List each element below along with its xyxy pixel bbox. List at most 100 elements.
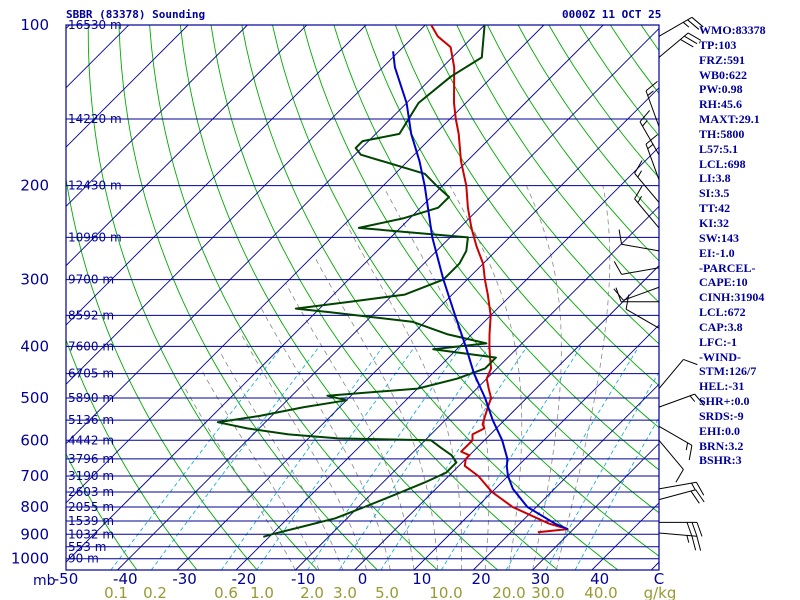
wind-barb bbox=[634, 185, 660, 229]
parameter-line: BSHR:3 bbox=[699, 453, 742, 468]
wind-barb-half-feather bbox=[642, 120, 648, 127]
wind-barb-feather bbox=[690, 490, 700, 504]
parameter-line: LCL:698 bbox=[699, 156, 746, 171]
wind-barb-feather bbox=[683, 358, 698, 366]
wind-barb-feather bbox=[691, 522, 698, 537]
wind-barb-staff bbox=[634, 172, 660, 203]
stability-parameters: WMO:83378 TP:103 FRZ:591 WB0:622 PW:0.98 RH:4… bbox=[699, 23, 799, 468]
dry-adiabat bbox=[487, 25, 659, 262]
height-label: 5890 m bbox=[68, 391, 114, 405]
wind-barb bbox=[658, 16, 704, 37]
isotherm bbox=[66, 25, 545, 504]
isotherm bbox=[66, 25, 367, 326]
wind-barb-feather bbox=[645, 134, 658, 145]
moist-adiabat bbox=[555, 185, 611, 570]
parameter-line: WMO:83378 bbox=[699, 23, 766, 37]
mixing-ratio-line bbox=[574, 416, 659, 570]
parameter-line: -WIND- bbox=[699, 349, 741, 364]
wind-barb-staff bbox=[658, 532, 697, 537]
dry-adiabat bbox=[149, 25, 438, 570]
wind-barb-staff bbox=[625, 308, 660, 329]
mixing-ratio-label: 0.1 bbox=[104, 584, 128, 600]
temperature-tick-label: 40 bbox=[590, 570, 609, 588]
wind-barb-feather bbox=[691, 16, 704, 28]
wind-barb-half-feather bbox=[685, 442, 689, 451]
wind-barb bbox=[639, 110, 660, 155]
temperature-tick-label: 30 bbox=[531, 570, 550, 588]
wind-barb-feather bbox=[613, 261, 623, 275]
dry-adiabat bbox=[66, 338, 198, 570]
height-label: 3796 m bbox=[68, 452, 114, 466]
parameter-line: TH:5800 bbox=[699, 126, 745, 141]
parameter-line: CAPE:10 bbox=[699, 275, 748, 290]
isotherm bbox=[66, 25, 604, 563]
wind-barb-staff bbox=[645, 90, 660, 127]
parameter-line: RH:45.6 bbox=[699, 97, 742, 112]
isotherm bbox=[532, 442, 659, 570]
moist-adiabat bbox=[261, 308, 391, 570]
isotherm bbox=[66, 25, 189, 148]
height-label: 2055 m bbox=[68, 500, 114, 514]
moist-adiabat bbox=[385, 191, 490, 570]
temperature-tick-label: 0 bbox=[358, 570, 368, 588]
moist-adiabat bbox=[345, 222, 462, 570]
height-label: 2603 m bbox=[68, 485, 114, 499]
dry-adiabat bbox=[241, 25, 619, 570]
wind-barb-staff bbox=[621, 267, 660, 275]
wind-barb-staff bbox=[658, 32, 689, 58]
mixing-ratio-label: 10.0 bbox=[429, 584, 462, 600]
dry-adiabat bbox=[425, 25, 659, 345]
wind-barb-feather bbox=[687, 32, 702, 41]
pressure-axis-label: mb bbox=[33, 573, 56, 589]
height-label: 9700 m bbox=[68, 273, 114, 287]
chart-time: 0000Z 11 OCT 25 bbox=[562, 8, 661, 21]
wind-barb bbox=[658, 439, 684, 483]
wind-barb-staff bbox=[634, 198, 660, 229]
pressure-tick-label: 600 bbox=[20, 431, 49, 449]
mixing-ratio-label: g/kg bbox=[644, 584, 677, 600]
height-label: 14220 m bbox=[68, 112, 122, 126]
wind-barb-staff bbox=[658, 425, 693, 446]
height-label: 10960 m bbox=[68, 230, 122, 244]
wind-barb bbox=[658, 358, 698, 389]
wind-barb-half-feather bbox=[647, 143, 654, 150]
wind-barb-feather bbox=[680, 38, 694, 48]
parameter-line: EI:-1.0 bbox=[699, 245, 735, 260]
dry-adiabat bbox=[394, 25, 659, 387]
parameter-line: EHI:0.0 bbox=[699, 423, 741, 438]
wind-barb-staff bbox=[658, 393, 695, 408]
parameter-line: SRDS:-9 bbox=[699, 408, 744, 423]
mixing-ratio-line bbox=[380, 346, 528, 570]
isotherm bbox=[66, 25, 426, 385]
wind-barb-feather bbox=[696, 536, 702, 551]
height-label: 16530 m bbox=[68, 18, 122, 32]
wind-barb-feather bbox=[691, 535, 697, 551]
wind-barb-staff bbox=[658, 439, 684, 470]
temperature-tick-label: -10 bbox=[291, 570, 316, 588]
moist-adiabat bbox=[449, 185, 523, 570]
isotherm bbox=[235, 146, 659, 570]
parameter-line: FRZ:591 bbox=[699, 52, 745, 67]
pressure-tick-label: 300 bbox=[20, 271, 49, 289]
wind-barb-half-feather bbox=[637, 170, 642, 178]
height-label: 7600 m bbox=[68, 339, 114, 353]
temperature-tick-label: 10 bbox=[412, 570, 431, 588]
dry-adiabat bbox=[272, 25, 659, 557]
isotherm bbox=[0, 25, 10, 570]
parameter-line: LI:3.8 bbox=[699, 171, 731, 186]
dry-adiabat bbox=[66, 452, 138, 570]
parameter-line: STM:126/7 bbox=[699, 364, 757, 379]
height-label: 8592 m bbox=[68, 308, 114, 322]
mixing-ratio-label: 0.6 bbox=[214, 584, 238, 600]
mixing-ratio-line bbox=[220, 346, 384, 570]
isotherm bbox=[66, 25, 485, 445]
wind-barb bbox=[659, 521, 703, 537]
parameter-line: MAXT:29.1 bbox=[699, 112, 760, 127]
parameter-line: PW:0.98 bbox=[699, 82, 743, 97]
wind-barb bbox=[658, 393, 705, 408]
wind-barb bbox=[645, 80, 660, 127]
wind-barb bbox=[658, 481, 705, 496]
parameter-line: CINH:31904 bbox=[699, 290, 765, 305]
parameter-line: SHR+:0.0 bbox=[699, 394, 750, 409]
